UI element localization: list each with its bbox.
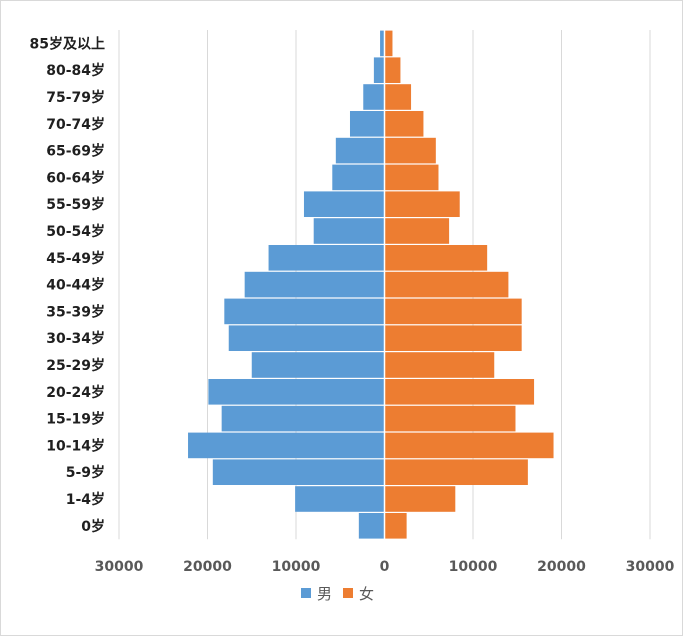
bar-male-8 xyxy=(224,298,385,325)
bar-female-11 xyxy=(384,218,450,244)
legend-label-female: 女 xyxy=(359,585,374,603)
age-group-label: 85岁及以上 xyxy=(30,35,105,52)
x-tick-label: 30000 xyxy=(95,559,144,575)
bar-female-10 xyxy=(384,245,488,271)
age-group-label: 55-59岁 xyxy=(46,196,105,213)
legend: 男女 xyxy=(301,585,374,603)
x-tick-label: 30000 xyxy=(626,559,675,575)
age-group-label: 1-4岁 xyxy=(66,491,105,508)
age-group-label: 70-74岁 xyxy=(46,116,105,133)
age-group-label: 25-29岁 xyxy=(46,357,105,374)
x-tick-label: 20000 xyxy=(183,559,232,575)
age-group-label: 0岁 xyxy=(81,518,105,535)
age-group-label: 60-64岁 xyxy=(46,169,105,186)
bar-female-18 xyxy=(384,30,393,57)
bar-male-17 xyxy=(373,57,385,83)
bar-female-16 xyxy=(384,84,412,110)
bar-male-4 xyxy=(221,405,385,432)
bar-male-6 xyxy=(251,352,385,378)
age-group-label: 5-9岁 xyxy=(66,464,105,481)
bar-female-12 xyxy=(384,191,460,217)
bar-male-16 xyxy=(363,84,385,110)
bar-male-0 xyxy=(358,513,385,539)
age-group-label: 80-84岁 xyxy=(46,62,105,79)
age-group-label: 20-24岁 xyxy=(46,384,105,401)
age-group-label: 50-54岁 xyxy=(46,223,105,240)
bar-female-8 xyxy=(384,298,522,325)
bar-male-2 xyxy=(212,459,385,485)
bar-female-9 xyxy=(384,271,509,298)
age-group-label: 45-49岁 xyxy=(46,250,105,267)
age-group-label: 65-69岁 xyxy=(46,143,105,160)
x-tick-label: 0 xyxy=(380,559,390,575)
bar-male-7 xyxy=(228,325,385,351)
age-group-label: 35-39岁 xyxy=(46,303,105,320)
bar-female-0 xyxy=(384,513,407,539)
x-tick-label: 10000 xyxy=(272,559,321,575)
bar-female-2 xyxy=(384,459,528,485)
bar-male-9 xyxy=(244,271,385,298)
x-tick-label: 20000 xyxy=(537,559,586,575)
legend-swatch-female xyxy=(343,588,353,598)
age-group-label: 30-34岁 xyxy=(46,330,105,347)
bar-female-6 xyxy=(384,352,495,378)
bar-female-13 xyxy=(384,164,439,191)
age-group-label: 75-79岁 xyxy=(46,89,105,106)
bar-female-7 xyxy=(384,325,522,351)
bar-male-5 xyxy=(208,379,385,405)
bar-female-4 xyxy=(384,405,516,432)
bar-male-11 xyxy=(313,218,385,244)
age-group-label: 15-19岁 xyxy=(46,411,105,428)
bar-female-3 xyxy=(384,432,554,459)
bar-male-12 xyxy=(303,191,385,217)
bar-male-10 xyxy=(268,245,385,271)
bar-female-5 xyxy=(384,379,535,405)
category-labels: 0岁 1-4岁 5-9岁 10-14岁 15-19岁 20-24岁 25-29岁 30-34岁… xyxy=(30,35,105,534)
bar-female-14 xyxy=(384,137,436,164)
bar-male-14 xyxy=(335,137,385,164)
bars xyxy=(188,30,554,539)
bar-male-1 xyxy=(295,486,385,512)
legend-swatch-male xyxy=(301,588,311,598)
age-group-label: 40-44岁 xyxy=(46,277,105,294)
bar-male-18 xyxy=(380,30,385,57)
bar-male-15 xyxy=(349,111,385,137)
bar-female-15 xyxy=(384,111,424,137)
legend-label-male: 男 xyxy=(317,585,332,603)
bar-female-1 xyxy=(384,486,456,512)
bar-male-13 xyxy=(332,164,385,191)
bar-male-3 xyxy=(188,432,385,459)
bar-female-17 xyxy=(384,57,401,83)
x-tick-labels: 30000 20000 10000 0 10000 20000 30000 xyxy=(95,559,675,575)
x-tick-label: 10000 xyxy=(449,559,498,575)
age-group-label: 10-14岁 xyxy=(46,437,105,454)
